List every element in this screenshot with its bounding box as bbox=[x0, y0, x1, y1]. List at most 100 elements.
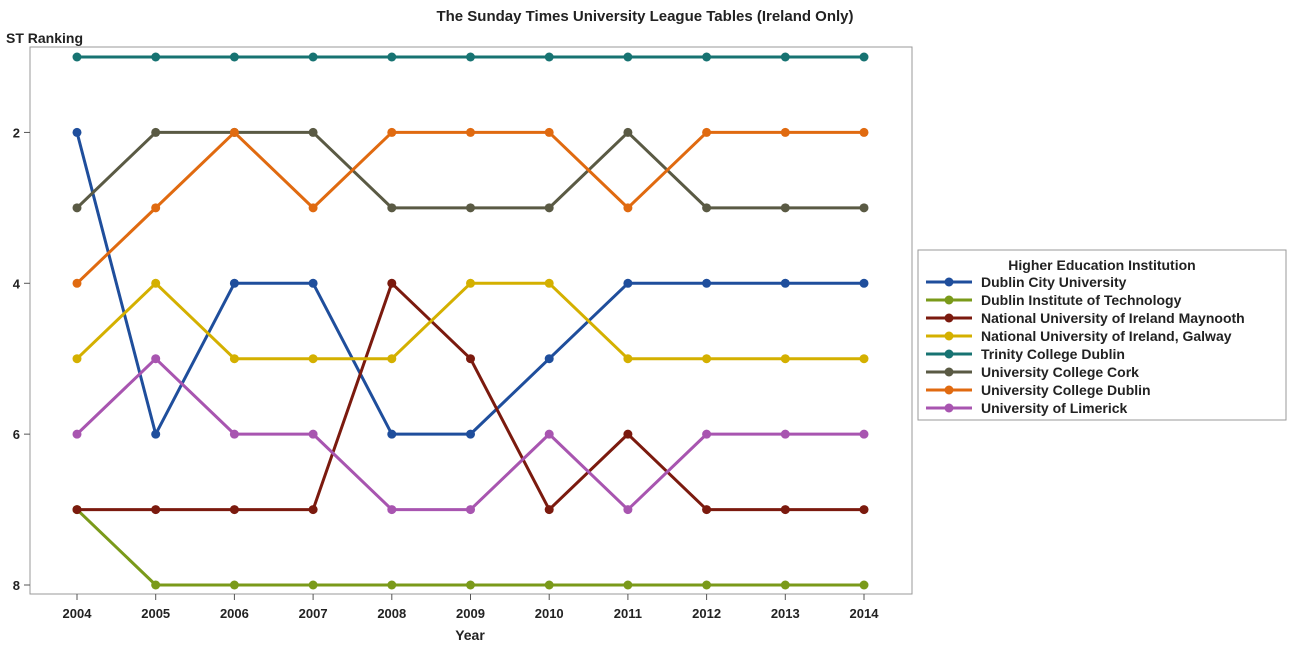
data-point bbox=[859, 354, 869, 364]
data-point bbox=[466, 127, 475, 137]
data-point bbox=[229, 127, 239, 137]
data-point bbox=[780, 580, 790, 590]
data-point bbox=[151, 203, 161, 213]
y-tick-label: 4 bbox=[13, 276, 21, 291]
data-point bbox=[229, 278, 239, 288]
data-point bbox=[151, 505, 161, 515]
data-point bbox=[387, 354, 397, 364]
data-point bbox=[780, 127, 790, 137]
y-tick-label: 8 bbox=[13, 578, 20, 593]
data-point bbox=[780, 278, 790, 288]
data-point bbox=[229, 354, 239, 364]
data-point bbox=[702, 52, 712, 62]
data-point bbox=[859, 127, 869, 137]
series-line bbox=[75, 281, 864, 361]
data-point bbox=[151, 580, 161, 590]
legend-item: Dublin Institute of Technology bbox=[926, 292, 1182, 308]
data-point bbox=[387, 429, 397, 439]
legend-label: Dublin City University bbox=[981, 274, 1127, 290]
legend-label: National University of Ireland, Galway bbox=[981, 328, 1232, 344]
data-point bbox=[702, 580, 712, 590]
data-point bbox=[151, 52, 161, 62]
x-tick-label: 2010 bbox=[535, 606, 564, 621]
data-point bbox=[859, 505, 869, 515]
data-point bbox=[229, 429, 239, 439]
data-point bbox=[308, 52, 318, 62]
x-axis: 2004 2005 2006 2007 2008 2009 2010 2011 2012 2013… bbox=[63, 594, 880, 621]
series-university-college-dublin bbox=[72, 127, 869, 288]
legend-item: Dublin City University bbox=[926, 274, 1127, 290]
data-point bbox=[387, 505, 397, 515]
data-point bbox=[702, 278, 712, 288]
series-dublin-institute-of-technology bbox=[72, 505, 869, 590]
series-trinity-college-dublin bbox=[72, 52, 869, 62]
data-point bbox=[387, 580, 397, 590]
data-point bbox=[623, 127, 633, 137]
legend-swatch-point bbox=[944, 313, 954, 323]
data-point bbox=[623, 52, 633, 62]
legend-swatch-point bbox=[944, 277, 954, 287]
data-point bbox=[229, 580, 239, 590]
data-point bbox=[308, 354, 318, 364]
data-point bbox=[387, 278, 397, 288]
data-point bbox=[151, 278, 161, 288]
x-tick-label: 2008 bbox=[377, 606, 406, 621]
data-point bbox=[544, 429, 554, 439]
series-national-university-of-ireland-galway bbox=[72, 278, 869, 364]
legend-label: Trinity College Dublin bbox=[981, 346, 1125, 362]
chart-title: The Sunday Times University League Table… bbox=[436, 8, 853, 25]
y-tick-label: 6 bbox=[13, 427, 20, 442]
data-point bbox=[72, 429, 82, 439]
x-axis-label: Year bbox=[455, 627, 485, 643]
x-tick-label: 2013 bbox=[771, 606, 800, 621]
data-point bbox=[623, 203, 633, 213]
data-point bbox=[308, 580, 318, 590]
data-point bbox=[387, 127, 397, 137]
data-point bbox=[859, 278, 869, 288]
legend-item: University College Dublin bbox=[926, 382, 1151, 398]
data-point bbox=[544, 580, 554, 590]
data-point bbox=[151, 429, 161, 439]
data-point bbox=[466, 278, 475, 288]
y-tick-label: 2 bbox=[13, 125, 20, 140]
data-point bbox=[780, 203, 790, 213]
data-point bbox=[702, 354, 712, 364]
data-point bbox=[623, 505, 633, 515]
legend-label: Dublin Institute of Technology bbox=[981, 292, 1182, 308]
data-point bbox=[544, 505, 554, 515]
legend-item: Trinity College Dublin bbox=[926, 346, 1125, 362]
x-tick-label: 2012 bbox=[692, 606, 721, 621]
data-point bbox=[859, 52, 869, 62]
y-axis-label: ST Ranking bbox=[6, 30, 83, 46]
data-point bbox=[466, 354, 475, 364]
x-tick-label: 2004 bbox=[63, 606, 93, 621]
data-point bbox=[308, 505, 318, 515]
series-university-college-cork bbox=[72, 127, 869, 213]
x-tick-label: 2014 bbox=[850, 606, 880, 621]
data-point bbox=[623, 580, 633, 590]
series-layer bbox=[72, 52, 869, 590]
legend-item: National University of Ireland, Galway bbox=[926, 328, 1232, 344]
data-point bbox=[308, 278, 318, 288]
legend-swatch-point bbox=[944, 367, 954, 377]
legend-label: University College Dublin bbox=[981, 382, 1151, 398]
data-point bbox=[229, 505, 239, 515]
data-point bbox=[702, 505, 712, 515]
x-tick-label: 2006 bbox=[220, 606, 249, 621]
data-point bbox=[623, 354, 633, 364]
data-point bbox=[859, 580, 869, 590]
data-point bbox=[72, 278, 82, 288]
data-point bbox=[466, 429, 475, 439]
data-point bbox=[466, 203, 475, 213]
data-point bbox=[702, 203, 712, 213]
data-point bbox=[466, 52, 475, 62]
x-tick-label: 2009 bbox=[456, 606, 485, 621]
y-axis: 2 4 6 8 bbox=[13, 125, 30, 593]
legend-item: University College Cork bbox=[926, 364, 1139, 380]
data-point bbox=[544, 354, 554, 364]
x-tick-label: 2007 bbox=[299, 606, 328, 621]
legend-label: National University of Ireland Maynooth bbox=[981, 310, 1245, 326]
legend-label: University of Limerick bbox=[981, 400, 1127, 416]
legend-swatch-point bbox=[944, 295, 954, 305]
